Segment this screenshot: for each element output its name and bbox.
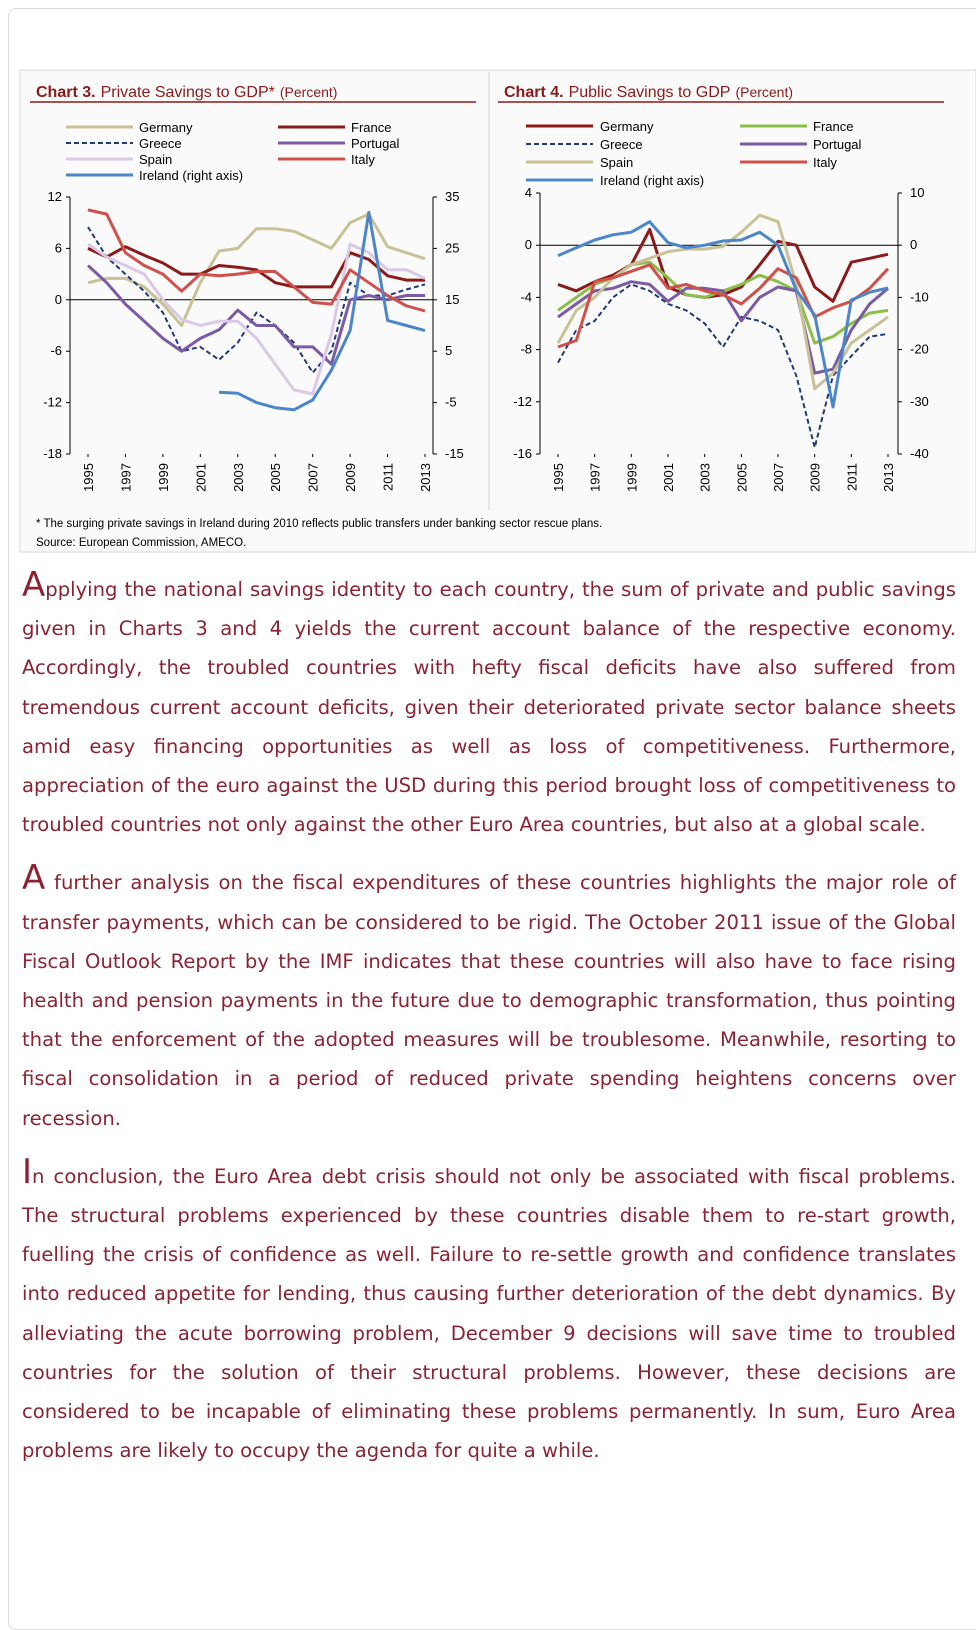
y2-tick-label: -40: [910, 446, 929, 461]
x-tick-label: 1999: [156, 463, 171, 492]
y2-tick-label: 10: [910, 185, 924, 200]
legend-label: Portugal: [351, 136, 400, 151]
x-tick-label: 2001: [193, 463, 208, 492]
legend-label: Greece: [139, 136, 182, 151]
chart-title-unit: (Percent): [280, 84, 338, 100]
x-tick-label: 2011: [844, 463, 859, 491]
chart-title-title: Public Savings to GDP: [569, 84, 731, 101]
legend-label: Greece: [600, 137, 643, 152]
body-text: Applying the national savings identity t…: [22, 565, 956, 1485]
x-tick-label: 1997: [588, 463, 603, 492]
x-tick-label: 2005: [268, 463, 283, 492]
y2-tick-label: 0: [910, 237, 917, 252]
x-tick-label: 2003: [231, 463, 246, 492]
series-line: [86, 264, 425, 366]
series-line: [557, 280, 889, 375]
legend-label: Spain: [600, 155, 633, 170]
y2-tick-label: -10: [910, 289, 929, 304]
x-tick-label: 1995: [81, 463, 96, 492]
series-line: [557, 220, 889, 409]
legend-label: Ireland (right axis): [600, 173, 704, 188]
x-tick-label: 2001: [661, 463, 676, 492]
chart-title-label: Chart 3.: [36, 84, 96, 101]
x-tick-label: 2013: [418, 463, 433, 492]
y2-tick-label: -20: [910, 342, 929, 357]
x-tick-label: 2011: [381, 463, 396, 491]
chart-title: Chart 4. Public Savings to GDP (Percent): [504, 84, 793, 101]
y2-tick-label: -15: [445, 446, 464, 461]
series-line: [87, 245, 425, 289]
y-tick-label: -6: [50, 343, 62, 358]
x-tick-label: 2013: [881, 463, 896, 492]
x-tick-label: 2005: [734, 463, 749, 492]
series-line: [557, 263, 890, 349]
y2-tick-label: 15: [445, 292, 459, 307]
x-tick-label: 2003: [698, 463, 713, 492]
paragraph: A further analysis on the fiscal expendi…: [22, 858, 956, 1130]
x-tick-label: 1997: [118, 463, 133, 492]
source: Source: European Commission, AMECO.: [36, 537, 246, 549]
series-line: [87, 242, 426, 396]
legend-label: Italy: [351, 152, 375, 167]
chart-title-unit: (Percent): [735, 84, 793, 100]
chart-title-title: Private Savings to GDP*: [101, 84, 275, 101]
y2-tick-label: -30: [910, 394, 929, 409]
y2-tick-label: 35: [445, 189, 459, 204]
y-tick-label: -4: [520, 289, 532, 304]
paragraph: Applying the national savings identity t…: [22, 565, 956, 837]
y-tick-label: 0: [525, 237, 532, 252]
charts: * The surging private savings in Ireland…: [19, 69, 976, 553]
legend-label: Spain: [139, 152, 172, 167]
y2-tick-label: 5: [445, 343, 452, 358]
chart-title: Chart 3. Private Savings to GDP* (Percent): [36, 84, 337, 101]
legend-label: France: [813, 119, 853, 134]
y-tick-label: 6: [55, 240, 62, 255]
y-tick-label: -18: [43, 446, 62, 461]
footnote: * The surging private savings in Ireland…: [36, 518, 602, 530]
x-tick-label: 2007: [306, 463, 321, 492]
y2-tick-label: 25: [445, 240, 459, 255]
chart-panel: [19, 69, 976, 553]
legend-label: Italy: [813, 155, 837, 170]
y-tick-label: 0: [55, 292, 62, 307]
chart-title-label: Chart 4.: [504, 84, 564, 101]
y-tick-label: 4: [525, 185, 532, 200]
legend-label: France: [351, 120, 391, 135]
x-tick-label: 2009: [343, 463, 358, 492]
series-line: [87, 208, 426, 313]
y-tick-label: -12: [513, 394, 532, 409]
x-tick-label: 1995: [551, 463, 566, 492]
x-tick-label: 2007: [771, 463, 786, 492]
y-tick-label: -8: [520, 342, 532, 357]
paragraph: In conclusion, the Euro Area debt crisis…: [22, 1151, 956, 1463]
legend-label: Portugal: [813, 137, 862, 152]
x-tick-label: 2009: [808, 463, 823, 492]
series-line: [219, 210, 426, 412]
y-tick-label: 12: [48, 189, 62, 204]
y-tick-label: -12: [43, 395, 62, 410]
x-tick-label: 1999: [624, 463, 639, 492]
legend-label: Germany: [139, 120, 193, 135]
legend-label: Ireland (right axis): [139, 168, 243, 183]
legend-label: Germany: [600, 119, 654, 134]
y-tick-label: -16: [513, 446, 532, 461]
y2-tick-label: -5: [445, 395, 457, 410]
